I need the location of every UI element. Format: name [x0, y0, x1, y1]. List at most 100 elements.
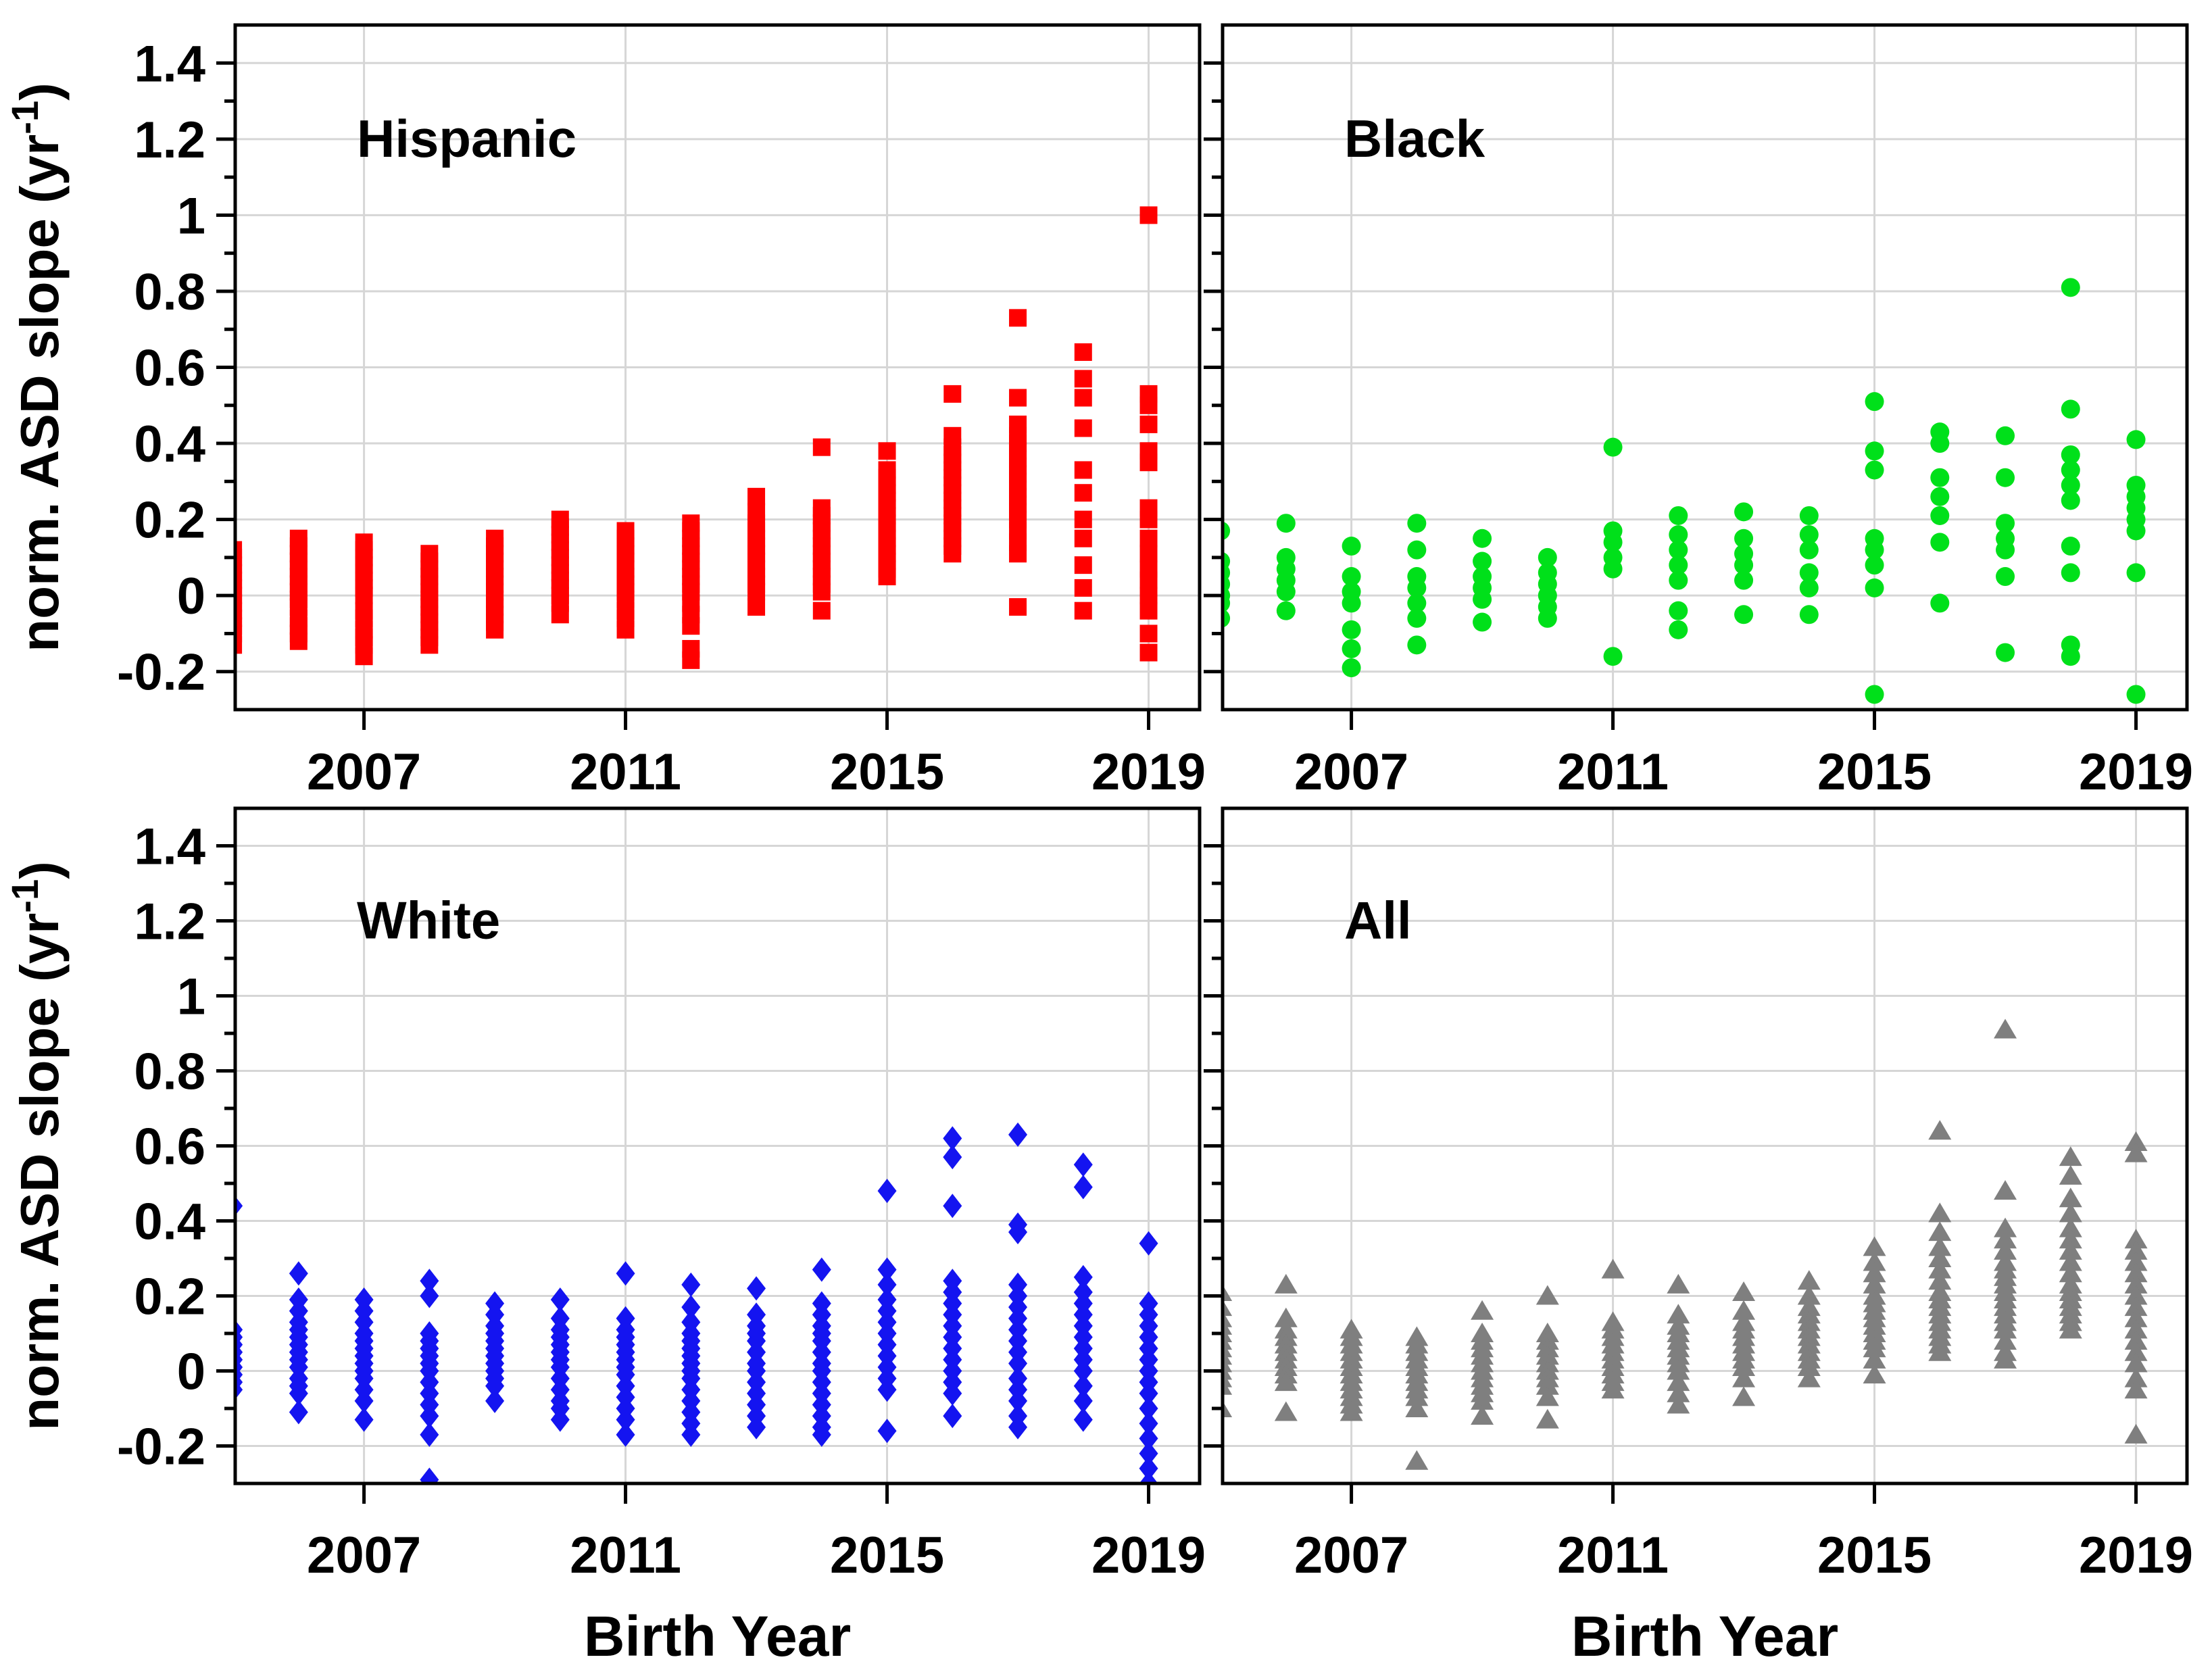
data-point [1994, 1018, 2017, 1039]
panel-title: Black [1344, 109, 1485, 168]
data-point [1669, 556, 1688, 575]
data-point [616, 1261, 635, 1286]
data-point [1139, 1471, 1158, 1485]
data-point [1008, 1351, 1028, 1376]
data-point [1996, 643, 2015, 662]
data-point [1342, 537, 1361, 556]
data-point [550, 1287, 570, 1312]
data-point [1342, 620, 1361, 639]
data-point [1799, 563, 1819, 583]
x-tick-label: 2011 [570, 743, 681, 801]
data-point [1074, 579, 1092, 597]
data-point [1074, 389, 1092, 407]
data-point [1473, 551, 1492, 571]
data-point [1865, 441, 1884, 461]
data-point [943, 1404, 962, 1429]
x-tick-label: 2011 [570, 1527, 681, 1584]
data-point [1994, 1319, 2017, 1339]
data-point [1928, 1270, 1952, 1290]
data-point [2124, 1273, 2148, 1294]
data-point [1996, 567, 2015, 587]
data-point [2126, 430, 2146, 449]
y-axis-title-superscript: -1 [3, 879, 46, 913]
data-point [1996, 426, 2015, 445]
data-point [1221, 1281, 1233, 1301]
data-point [1930, 468, 1950, 487]
data-point [289, 1261, 308, 1286]
data-point [1473, 529, 1492, 548]
data-point [1667, 1304, 1690, 1324]
y-tick-label: 1.4 [134, 35, 205, 93]
panel-title: All [1344, 891, 1412, 950]
data-point [943, 1381, 962, 1406]
data-point [747, 1276, 766, 1301]
y-axis-title-main: norm. ASD slope (yr [9, 134, 70, 652]
data-point [1603, 559, 1623, 579]
data-point [1996, 468, 2015, 487]
data-point [354, 1407, 374, 1432]
data-point [2124, 1229, 2148, 1249]
data-point [1994, 1229, 2017, 1249]
y-axis-title-end: ) [9, 82, 70, 101]
data-point [420, 1283, 439, 1308]
data-point [616, 1407, 635, 1432]
data-point [1009, 389, 1027, 407]
data-point [551, 606, 569, 624]
data-point [1734, 529, 1754, 548]
data-point [2124, 1367, 2148, 1387]
data-point [2059, 1217, 2082, 1237]
data-point [1535, 1285, 1559, 1305]
data-point [1732, 1300, 1756, 1320]
data-point [2059, 1146, 2082, 1166]
data-point [1734, 502, 1754, 522]
data-point [943, 1126, 962, 1151]
data-point [1407, 608, 1427, 628]
data-point [1342, 593, 1361, 613]
data-points-group [1221, 278, 2146, 704]
data-point [1535, 1386, 1559, 1406]
data-point [1538, 608, 1557, 628]
data-point [682, 651, 700, 669]
data-point [1928, 1341, 1952, 1361]
data-point [1863, 1364, 1886, 1384]
data-point [2126, 685, 2146, 704]
data-point [2061, 445, 2080, 464]
data-point [1928, 1248, 1952, 1267]
data-point [1994, 1330, 2017, 1350]
data-point [1669, 570, 1688, 590]
data-point [2124, 1285, 2148, 1305]
data-point [1139, 1441, 1158, 1466]
data-point [1407, 635, 1427, 655]
y-tick-label: 0 [177, 568, 205, 625]
data-point [1274, 1401, 1298, 1421]
data-point [1734, 556, 1754, 575]
data-point [1994, 1180, 2017, 1200]
panel-hispanic: -0.2 0 0.2 0.4 0.6 0.8 1 1.2 1.4 norm. ASD slope … [3, 23, 1206, 801]
data-point [1073, 1388, 1093, 1413]
data-point [1732, 1367, 1756, 1387]
data-point [2124, 1142, 2148, 1162]
data-point [1863, 1337, 1886, 1358]
data-point [1009, 598, 1027, 616]
data-point [2059, 1239, 2082, 1260]
data-point [2124, 1352, 2148, 1373]
data-point [1139, 529, 1158, 547]
data-point [1139, 1231, 1158, 1256]
y-axis-title-main: norm. ASD slope (yr [9, 913, 70, 1431]
data-point [1139, 643, 1158, 662]
data-point [2124, 1131, 2148, 1151]
data-point [616, 1422, 635, 1447]
x-tick-label: 2011 [1557, 1527, 1669, 1584]
y-tick-label: 1 [177, 187, 205, 245]
data-point [1865, 540, 1884, 560]
data-point [747, 487, 766, 506]
data-point [1221, 608, 1231, 628]
x-tick-label: 2015 [830, 1527, 944, 1584]
data-point [1471, 1300, 1494, 1320]
data-point [1008, 1388, 1028, 1413]
x-tick-label: 2019 [2079, 743, 2193, 801]
data-point [812, 601, 831, 620]
x-tick-label: 2007 [1294, 1527, 1408, 1584]
x-tick-label: 2007 [307, 743, 421, 801]
data-point [682, 617, 700, 635]
